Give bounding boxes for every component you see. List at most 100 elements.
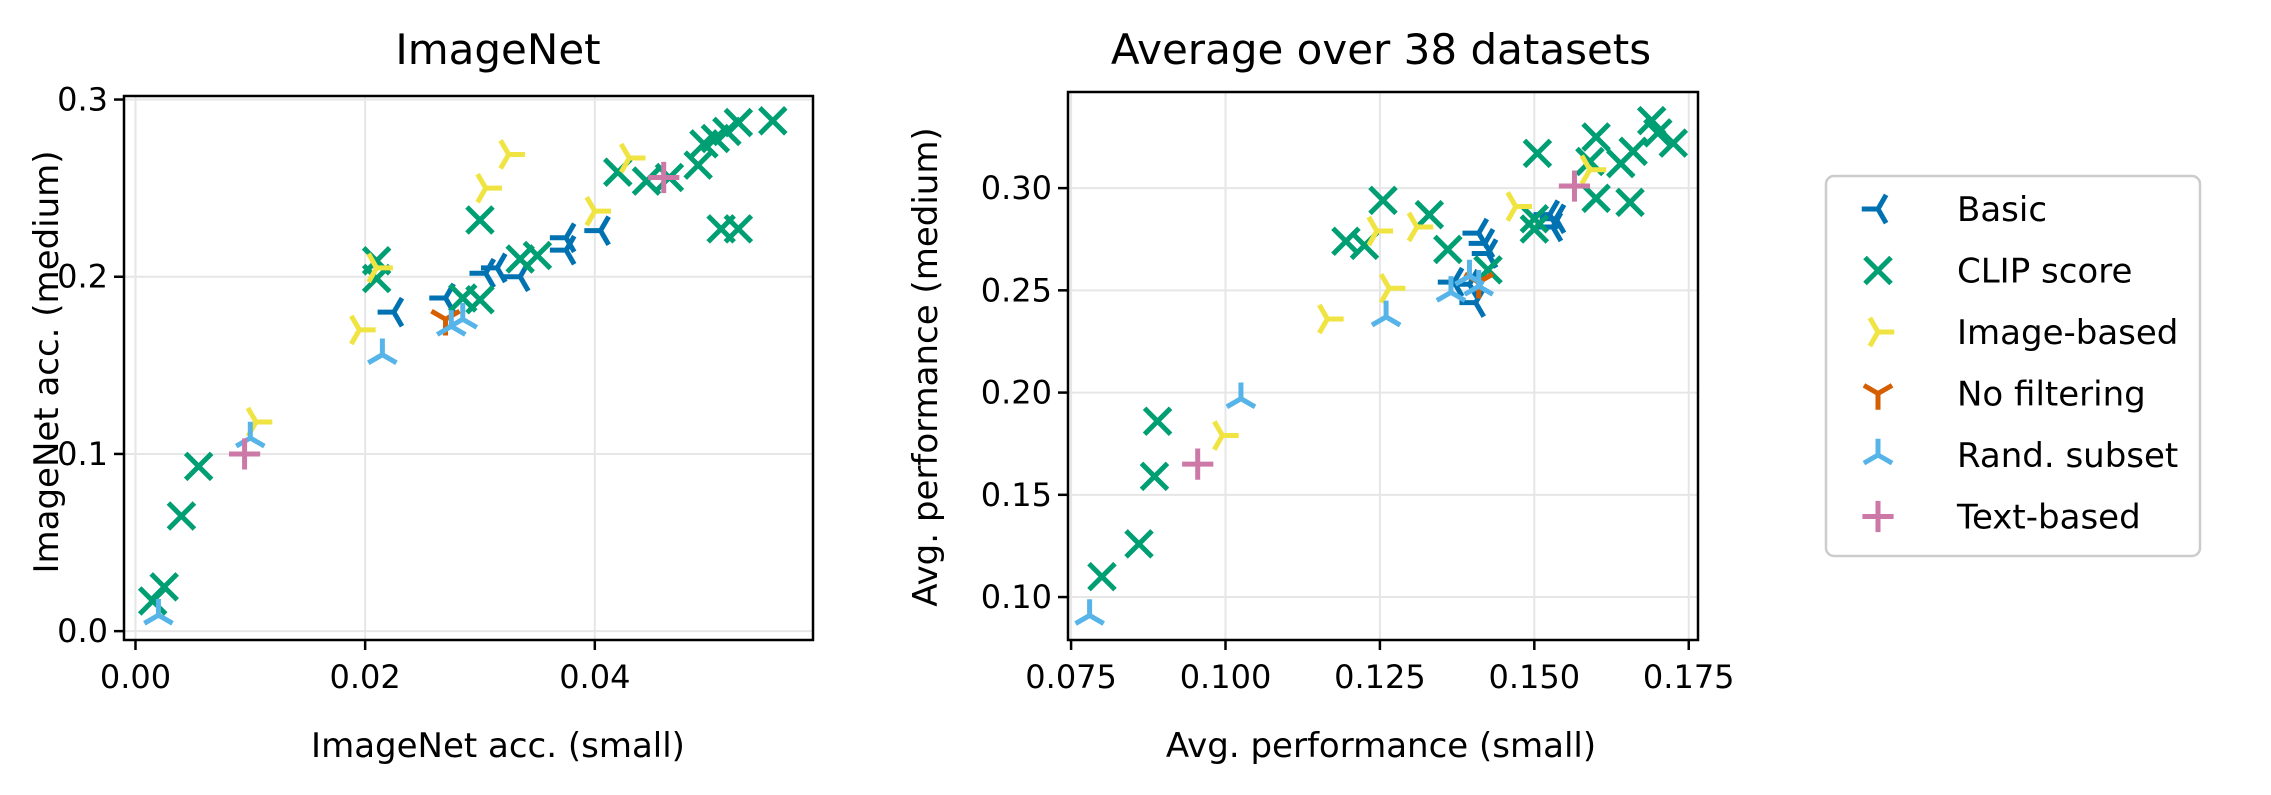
data-point bbox=[1519, 204, 1550, 234]
data-point bbox=[549, 222, 577, 254]
legend-entry: Basic bbox=[1861, 190, 2047, 230]
data-point bbox=[149, 572, 179, 602]
legend-marker bbox=[1862, 383, 1894, 410]
legend-frame bbox=[1824, 174, 2202, 558]
legend-entry: No filtering bbox=[1862, 375, 2146, 415]
chart-panel-average: Average over 38 datasets Avg. performanc… bbox=[906, 25, 1735, 766]
series-basic bbox=[377, 215, 611, 328]
legend-label: Basic bbox=[1957, 190, 2047, 230]
data-point bbox=[1505, 191, 1533, 222]
data-point bbox=[1366, 215, 1394, 247]
data-point bbox=[1579, 154, 1607, 186]
y-tick-label: 0.20 bbox=[981, 374, 1052, 412]
data-point bbox=[465, 205, 495, 235]
data-point bbox=[1433, 234, 1463, 265]
legend-marker bbox=[1862, 500, 1894, 533]
x-tick-label: 0.075 bbox=[1025, 658, 1117, 696]
x-axis-label: Avg. performance (small) bbox=[1166, 726, 1596, 766]
data-point bbox=[469, 257, 497, 289]
data-point bbox=[1522, 138, 1553, 169]
y-tick-label: 0.25 bbox=[981, 271, 1052, 309]
y-tick-label: 0.30 bbox=[981, 169, 1052, 207]
chart-title: Average over 38 datasets bbox=[1111, 25, 1651, 74]
legend: Basic CLIP score Image-based No filtering Ra… bbox=[1824, 174, 2202, 558]
data-point bbox=[1087, 561, 1117, 592]
x-tick-label: 0.150 bbox=[1489, 658, 1581, 696]
x-tick-label: 0.02 bbox=[330, 658, 401, 696]
series-rand-subset bbox=[1074, 259, 1495, 626]
chart-panel-imagenet: ImageNet ImageNet acc. (small) ImageNet … bbox=[27, 25, 815, 766]
data-point bbox=[648, 161, 680, 194]
data-point bbox=[1414, 199, 1445, 230]
data-point bbox=[480, 252, 508, 284]
data-point bbox=[1435, 276, 1467, 303]
legend-entry: Image-based bbox=[1867, 313, 2178, 353]
series-text-based bbox=[1182, 170, 1591, 480]
y-tick-label: 0.10 bbox=[981, 578, 1052, 616]
y-tick-label: 0.0 bbox=[57, 612, 108, 650]
data-point bbox=[1519, 214, 1550, 244]
ticks: 0.00 0.02 0.04 0.0 0.1 0.2 0.3 bbox=[57, 81, 630, 696]
axes-frame bbox=[1066, 90, 1700, 642]
data-point bbox=[1658, 128, 1689, 158]
gridlines bbox=[1068, 92, 1698, 640]
data-point bbox=[1618, 136, 1648, 167]
data-point bbox=[1558, 170, 1591, 202]
data-point bbox=[1225, 382, 1257, 410]
legend-entry: CLIP score bbox=[1863, 252, 2132, 292]
y-tick-label: 0.1 bbox=[57, 435, 108, 473]
data-point bbox=[584, 195, 612, 227]
series-text-based bbox=[228, 161, 680, 470]
legend-label: Text-based bbox=[1956, 498, 2141, 538]
data-point bbox=[349, 314, 376, 346]
legend-label: Image-based bbox=[1957, 313, 2178, 353]
legend-entry: Text-based bbox=[1862, 498, 2141, 538]
data-point bbox=[475, 172, 502, 204]
data-point bbox=[1643, 118, 1673, 148]
legend-label: Rand. subset bbox=[1957, 436, 2178, 476]
data-point bbox=[631, 166, 662, 196]
data-point bbox=[465, 285, 495, 315]
data-point bbox=[683, 150, 713, 180]
data-point bbox=[377, 296, 405, 328]
y-tick-label: 0.3 bbox=[57, 81, 108, 119]
data-points bbox=[137, 106, 788, 626]
data-points bbox=[1074, 105, 1689, 626]
data-point bbox=[367, 338, 398, 366]
data-point bbox=[1581, 122, 1611, 152]
legend-marker bbox=[1862, 438, 1894, 466]
data-point bbox=[1378, 272, 1406, 304]
legend-marker bbox=[1863, 255, 1893, 286]
data-point bbox=[1139, 461, 1170, 492]
data-point bbox=[183, 451, 214, 482]
data-point bbox=[1463, 270, 1495, 297]
x-tick-label: 0.100 bbox=[1180, 658, 1272, 696]
legend-entry: Rand. subset bbox=[1862, 436, 2178, 476]
legend-label: No filtering bbox=[1957, 375, 2146, 415]
data-point bbox=[1331, 226, 1361, 257]
series-image-based bbox=[1212, 154, 1607, 451]
series-image-based bbox=[245, 139, 646, 438]
data-point bbox=[498, 139, 525, 170]
y-tick-label: 0.15 bbox=[981, 476, 1052, 514]
data-point bbox=[447, 303, 479, 330]
legend-marker bbox=[1861, 193, 1889, 225]
x-tick-label: 0.175 bbox=[1643, 658, 1735, 696]
data-point bbox=[758, 106, 788, 136]
data-point bbox=[723, 107, 754, 138]
axes-frame bbox=[122, 94, 815, 642]
x-tick-label: 0.125 bbox=[1334, 658, 1426, 696]
ticks: 0.075 0.100 0.125 0.150 0.175 0.10 0.15 0.20 0.2… bbox=[981, 169, 1735, 696]
x-axis-label: ImageNet acc. (small) bbox=[311, 726, 685, 766]
chart-title: ImageNet bbox=[395, 25, 600, 74]
data-point bbox=[522, 240, 553, 271]
data-point bbox=[1581, 183, 1611, 214]
data-point bbox=[1212, 420, 1239, 451]
data-point bbox=[618, 142, 646, 174]
series-basic bbox=[1437, 199, 1567, 318]
data-point bbox=[1182, 448, 1214, 480]
data-point bbox=[1615, 187, 1645, 218]
data-point bbox=[1368, 185, 1398, 216]
series-clip-score bbox=[137, 106, 788, 616]
